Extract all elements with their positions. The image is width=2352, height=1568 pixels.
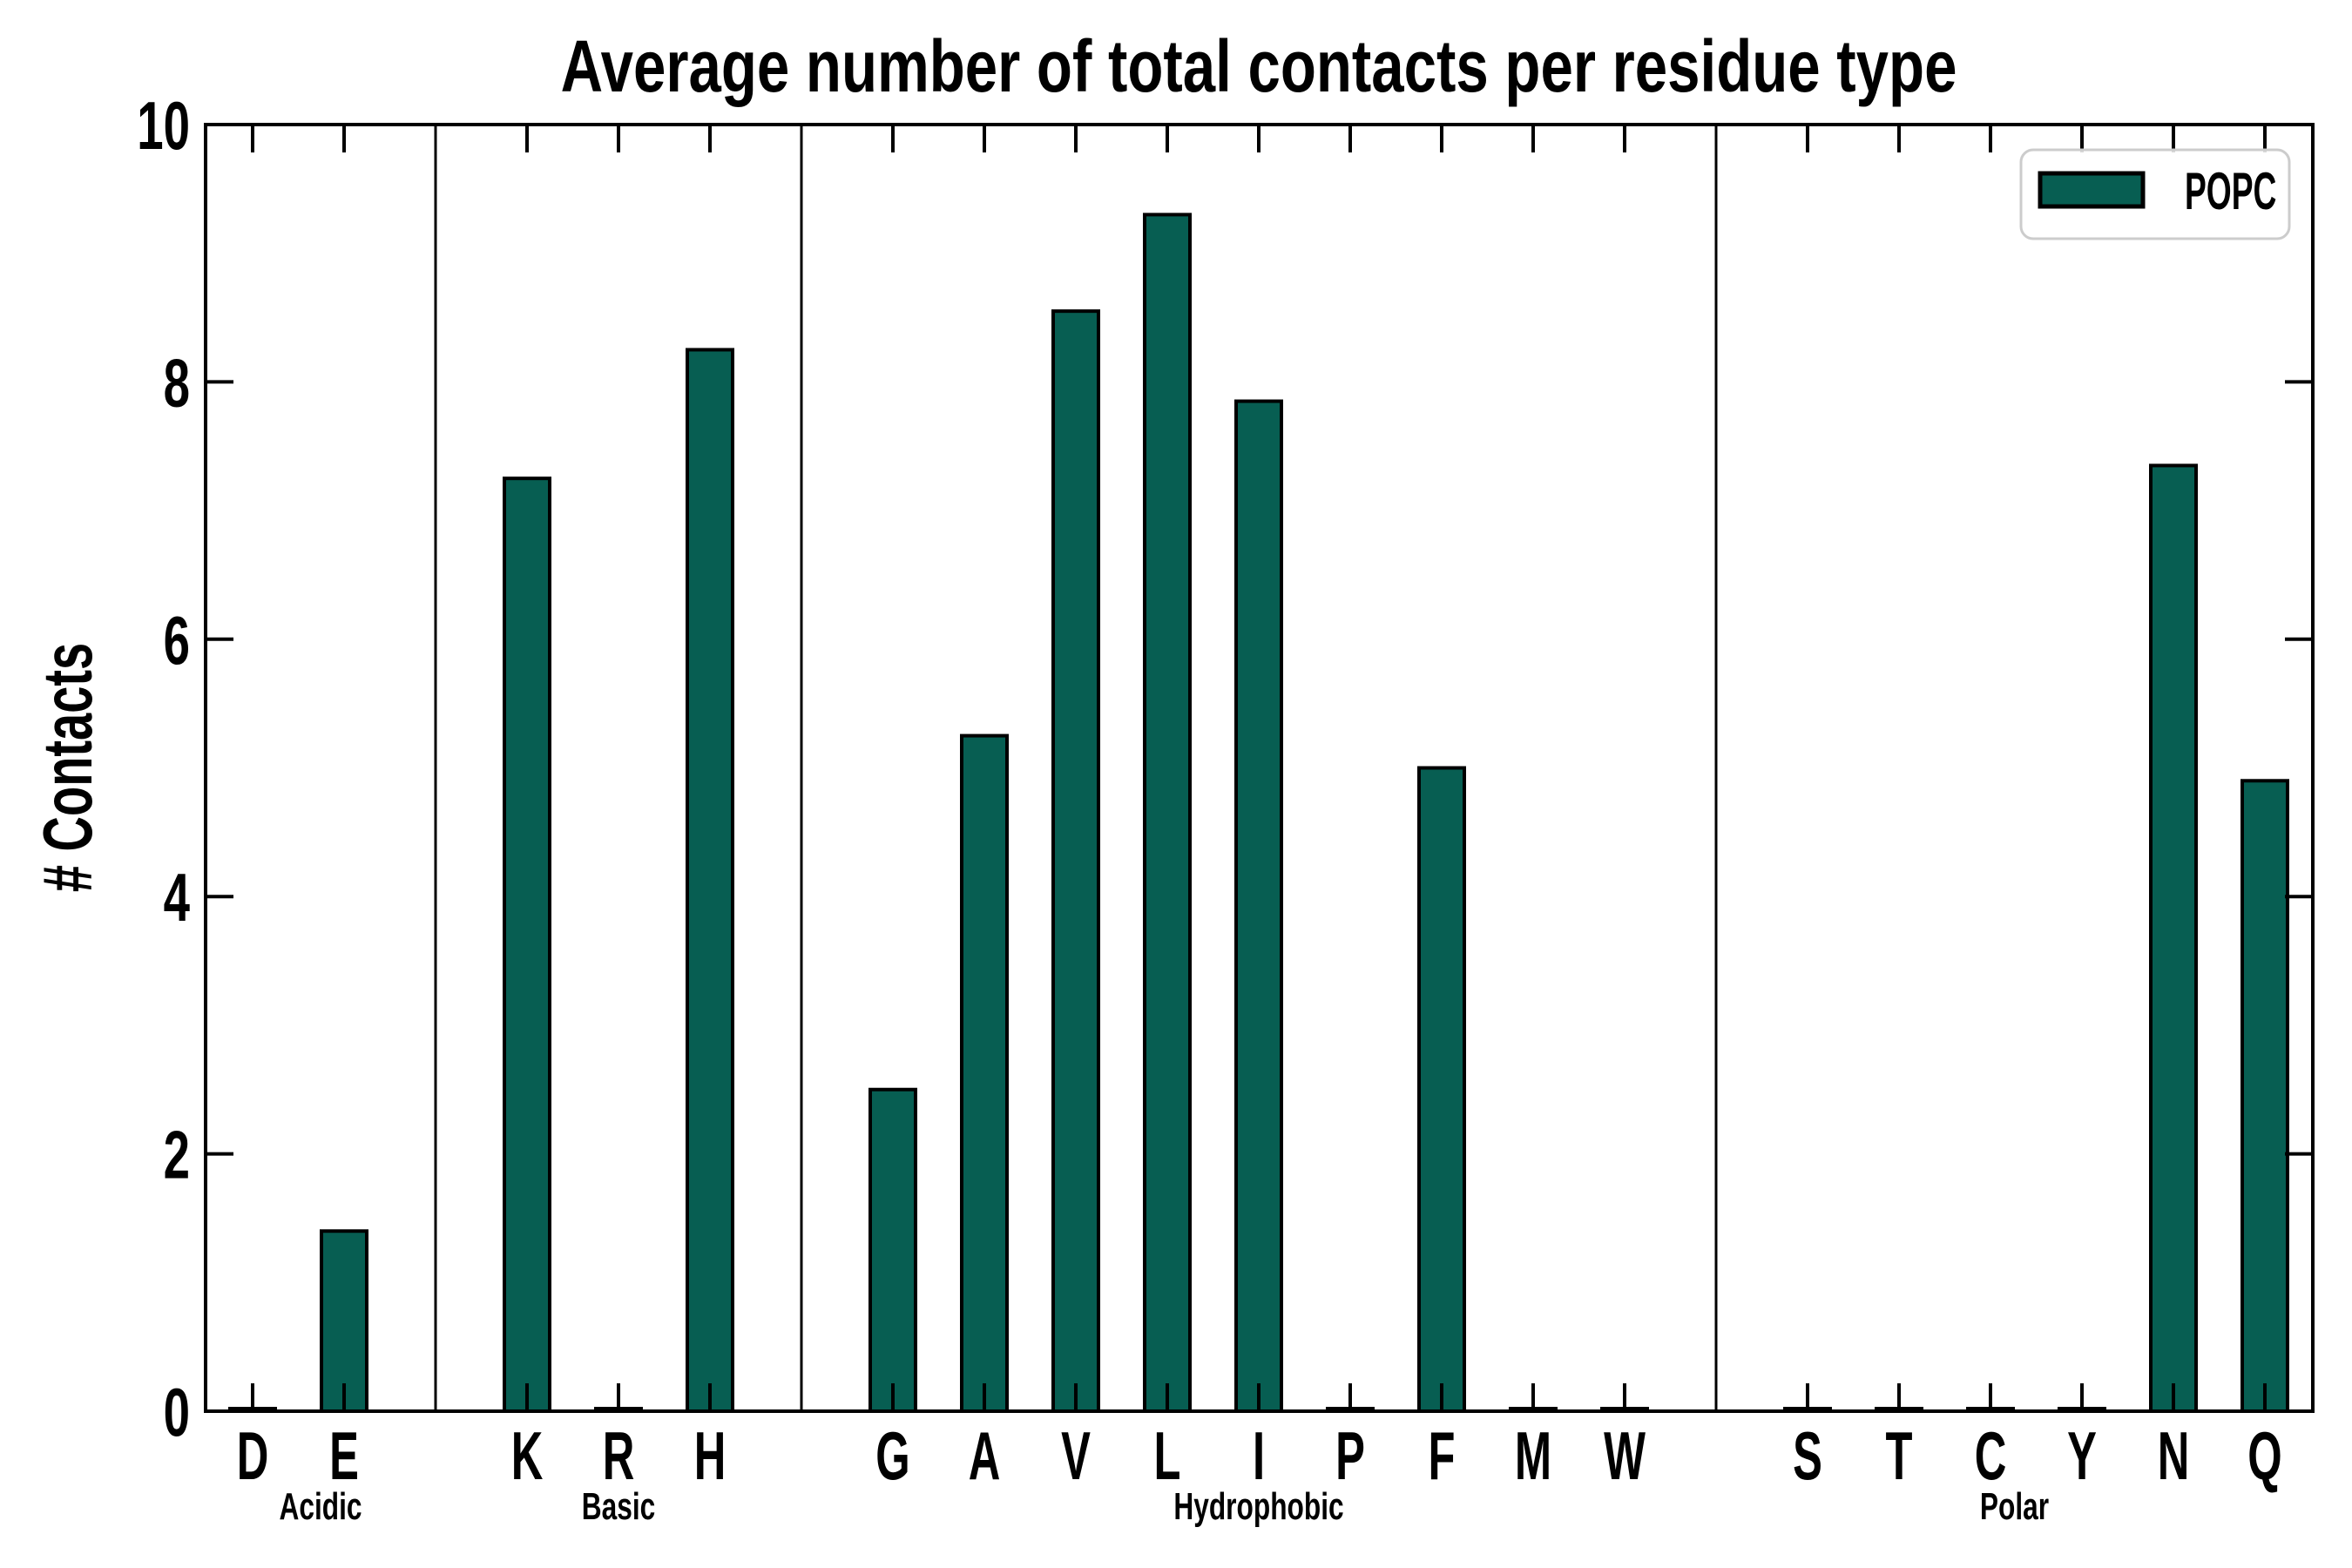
x-tick-label-R: R	[603, 1417, 635, 1494]
legend-label-popc: POPC	[2185, 162, 2276, 220]
bar-G	[868, 1087, 917, 1413]
x-tick-label-N: N	[2158, 1417, 2190, 1494]
x-tick-label-A: A	[969, 1417, 1001, 1494]
x-tick-label-F: F	[1429, 1417, 1456, 1494]
y-tick-label-8: 8	[164, 346, 190, 422]
tick-labels-layer: D E K R H G A V L I P F M W S T C Y N Q 0 2 4 6 8 10	[137, 88, 2281, 1493]
group-label-acidic: Acidic	[279, 1485, 362, 1528]
ticks-layer	[206, 123, 2313, 1413]
x-tick-label-D: D	[237, 1417, 269, 1494]
x-tick-label-G: G	[875, 1417, 909, 1494]
y-tick-label-10: 10	[137, 88, 190, 164]
bar-L	[1143, 213, 1192, 1413]
bar-K	[503, 476, 551, 1413]
group-labels-layer: Acidic Basic Hydrophobic Polar	[279, 1485, 2049, 1528]
x-tick-label-S: S	[1793, 1417, 1822, 1494]
bar-H	[686, 348, 734, 1414]
legend-swatch-popc	[2038, 171, 2146, 209]
x-tick-label-P: P	[1335, 1417, 1365, 1494]
chart-title: Average number of total contacts per res…	[561, 26, 1957, 108]
x-tick-label-V: V	[1061, 1417, 1091, 1494]
y-tick-label-2: 2	[164, 1118, 190, 1193]
x-tick-label-K: K	[511, 1417, 544, 1494]
group-divider-layer	[434, 125, 1718, 1411]
x-tick-label-H: H	[694, 1417, 727, 1494]
group-label-polar: Polar	[1980, 1485, 2049, 1528]
bars-layer	[228, 213, 2289, 1414]
x-tick-label-E: E	[329, 1417, 359, 1494]
x-tick-label-W: W	[1604, 1417, 1646, 1494]
y-tick-label-0: 0	[164, 1375, 190, 1450]
x-tick-label-I: I	[1253, 1417, 1265, 1494]
x-tick-label-L: L	[1154, 1417, 1181, 1494]
x-tick-label-M: M	[1515, 1417, 1551, 1494]
y-axis-label: # Contacts	[28, 643, 106, 892]
x-tick-label-T: T	[1886, 1417, 1913, 1494]
x-tick-label-C: C	[1975, 1417, 2007, 1494]
bar-V	[1051, 309, 1100, 1413]
bar-N	[2149, 463, 2198, 1413]
bar-Q	[2240, 779, 2289, 1413]
y-tick-label-4: 4	[164, 861, 191, 936]
x-tick-label-Y: Y	[2067, 1417, 2097, 1494]
legend: POPC	[2019, 148, 2291, 240]
y-tick-label-6: 6	[164, 603, 190, 679]
bar-A	[960, 733, 1009, 1413]
group-label-hydrophobic: Hydrophobic	[1173, 1485, 1343, 1528]
bar-F	[1417, 766, 1466, 1413]
group-label-basic: Basic	[582, 1485, 656, 1528]
x-tick-label-Q: Q	[2247, 1417, 2281, 1494]
bar-I	[1234, 399, 1283, 1413]
